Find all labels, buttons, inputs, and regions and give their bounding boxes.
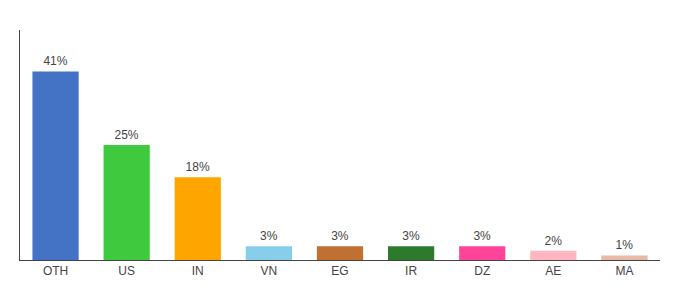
svg-text:1%: 1% [616, 238, 634, 252]
svg-text:3%: 3% [402, 229, 420, 243]
svg-text:IN: IN [192, 264, 204, 278]
svg-text:OTH: OTH [43, 264, 68, 278]
svg-text:AE: AE [545, 264, 561, 278]
svg-text:18%: 18% [186, 160, 210, 174]
svg-text:2%: 2% [544, 234, 562, 248]
svg-text:41%: 41% [43, 54, 67, 68]
svg-text:US: US [118, 264, 135, 278]
svg-text:25%: 25% [114, 128, 138, 142]
svg-text:3%: 3% [473, 229, 491, 243]
svg-text:3%: 3% [260, 229, 278, 243]
svg-text:IR: IR [405, 264, 417, 278]
svg-text:MA: MA [615, 264, 633, 278]
svg-text:VN: VN [261, 264, 278, 278]
svg-text:DZ: DZ [474, 264, 490, 278]
svg-text:EG: EG [331, 264, 348, 278]
svg-text:3%: 3% [331, 229, 349, 243]
